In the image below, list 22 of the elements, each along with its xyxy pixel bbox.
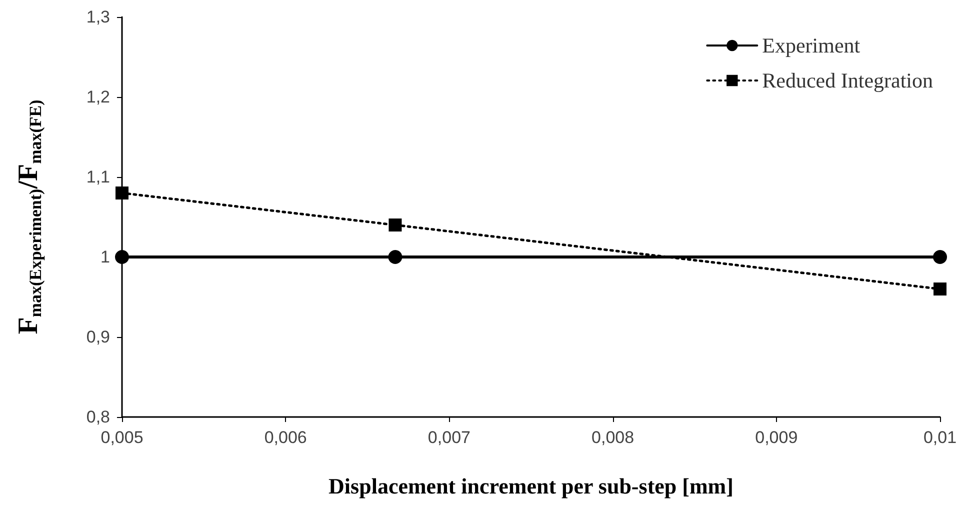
y-tick-label: 1	[100, 248, 110, 266]
point	[934, 282, 946, 296]
x-tick-label: 0,006	[264, 428, 307, 447]
point	[933, 250, 947, 264]
x-tick-label: 0,01	[923, 428, 957, 447]
x-tick-label: 0,008	[592, 428, 634, 447]
y-tick-label: 1,1	[86, 168, 110, 186]
x-tick-label: 0,007	[428, 428, 470, 447]
y-tick-label: 1,2	[86, 88, 110, 106]
x-tick-label: 0,009	[755, 428, 798, 447]
x-tick-label: 0,005	[100, 428, 144, 447]
point	[115, 250, 129, 264]
y-tick-label: 0,8	[86, 408, 110, 426]
legend-label: Experiment	[762, 34, 860, 58]
point	[388, 218, 402, 232]
legend-label: Reduced Integration	[762, 68, 934, 92]
y-axis-title: Fmax(Experiment)/Fmax(FE)	[13, 100, 45, 334]
point	[388, 250, 402, 264]
point	[116, 186, 128, 200]
y-tick-label: 0,9	[86, 328, 110, 346]
x-axis-title: Displacement increment per sub-step [mm]	[328, 474, 734, 498]
y-tick-label: 1,3	[86, 8, 110, 26]
